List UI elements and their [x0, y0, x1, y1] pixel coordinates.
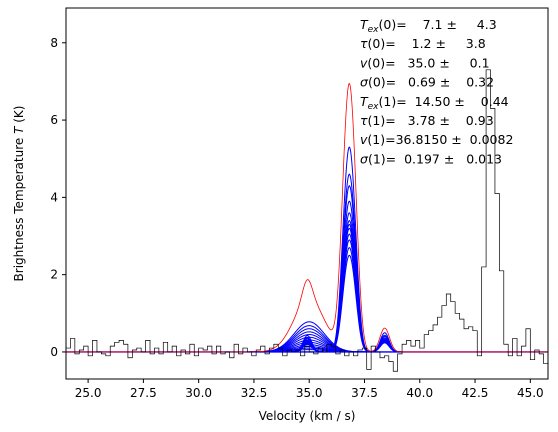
- y-axis-title: Brightness Temperature T (K): [12, 106, 26, 282]
- fit-parameter-line: v(1)=36.8150 ± 0.0082: [360, 132, 513, 147]
- sample-curve-comp1: [66, 247, 548, 353]
- x-tick-label: 27.5: [130, 386, 157, 400]
- x-tick-label: 30.0: [185, 386, 212, 400]
- sample-curve-comp1: [66, 212, 548, 353]
- observed-histogram: [66, 69, 548, 372]
- fit-parameter-line: τ(1)= 3.78 ± 0.93: [360, 113, 494, 128]
- x-tick-label: 40.0: [406, 386, 433, 400]
- fit-parameter-line: σ(1)= 0.197 ± 0.013: [360, 151, 502, 166]
- y-tick-label: 6: [50, 113, 58, 127]
- x-axis: 25.0 27.5 30.0 32.5 35.0 37.5 40.0 42.5 45.0: [75, 379, 544, 400]
- x-tick-label: 35.0: [296, 386, 323, 400]
- y-tick-label: 0: [50, 345, 58, 359]
- y-axis: 0 2 4 6 8: [50, 36, 66, 359]
- sample-curve-comp1: [66, 227, 548, 353]
- x-tick-label: 45.0: [517, 386, 544, 400]
- y-tick-label: 2: [50, 268, 58, 282]
- sample-curve-comp1: [66, 185, 548, 353]
- model-samples: [66, 146, 548, 353]
- observed-spectrum: [66, 69, 548, 372]
- best-fit-curve: [66, 83, 548, 353]
- x-tick-label: 25.0: [75, 386, 102, 400]
- y-tick-label: 4: [50, 190, 58, 204]
- x-tick-label: 42.5: [462, 386, 489, 400]
- x-axis-title: Velocity (km / s): [259, 409, 356, 423]
- fit-parameter-line: Tex(1)= 14.50 ± 0.44: [360, 94, 509, 112]
- sample-curve-comp1: [66, 223, 548, 353]
- fit-parameter-line: τ(0)= 1.2 ± 3.8: [360, 36, 486, 51]
- fit-parameter-line: Tex(0)= 7.1 ± 4.3: [360, 17, 497, 35]
- plot-frame: [65, 7, 549, 380]
- fit-parameters-box: Tex(0)= 7.1 ± 4.3τ(0)= 1.2 ± 3.8 v(0)= 35…: [360, 17, 513, 166]
- fit-parameter-line: v(0)= 35.0 ± 0.1: [360, 55, 490, 70]
- fit-parameter-line: σ(0)= 0.69 ± 0.32: [360, 75, 494, 90]
- sample-curve-comp1: [66, 173, 548, 353]
- x-tick-label: 37.5: [351, 386, 378, 400]
- x-tick-label: 32.5: [241, 386, 268, 400]
- best-fit-model: [66, 83, 548, 353]
- y-tick-label: 8: [50, 36, 58, 50]
- sample-curve-comp1: [66, 146, 548, 353]
